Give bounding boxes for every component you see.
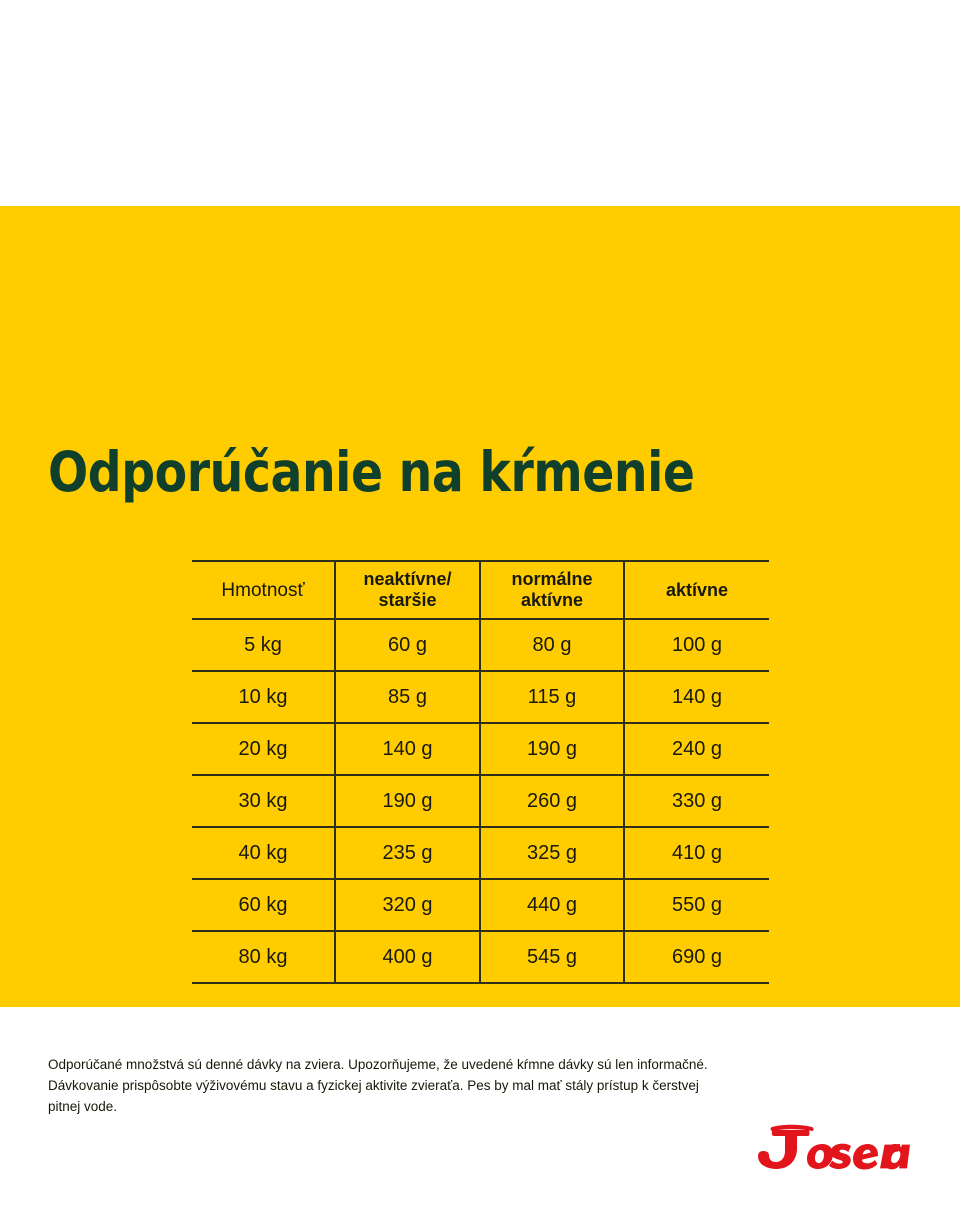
cell-inactive: 140 g — [334, 722, 480, 775]
footnote: Odporúčané množstvá sú denné dávky na zv… — [48, 1054, 848, 1117]
josera-wordmark-icon — [758, 1124, 910, 1170]
cell-normal-active: 190 g — [479, 722, 624, 775]
cell-inactive: 320 g — [334, 878, 480, 931]
footnote-line-1: Odporúčané množstvá sú denné dávky na zv… — [48, 1057, 708, 1072]
feeding-table-wrapper: Hmotnosť neaktívne/ staršie normálne akt… — [192, 560, 769, 984]
cell-active: 140 g — [623, 670, 769, 723]
column-header-active-label: aktívne — [665, 579, 729, 600]
cell-active: 550 g — [623, 878, 769, 931]
cell-inactive: 85 g — [334, 670, 480, 723]
cell-weight: 40 kg — [192, 826, 335, 879]
table-header-row: Hmotnosť neaktívne/ staršie normálne akt… — [192, 560, 769, 619]
table-row: 60 kg 320 g 440 g 550 g — [192, 878, 769, 931]
table-row: 30 kg 190 g 260 g 330 g — [192, 774, 769, 827]
cell-weight: 30 kg — [192, 774, 335, 827]
feeding-table: Hmotnosť neaktívne/ staršie normálne akt… — [192, 560, 769, 984]
table-row: 20 kg 140 g 190 g 240 g — [192, 722, 769, 775]
cell-inactive: 400 g — [334, 930, 480, 984]
table-row: 80 kg 400 g 545 g 690 g — [192, 930, 769, 984]
cell-weight: 60 kg — [192, 878, 335, 931]
footnote-line-3: pitnej vode. — [48, 1099, 118, 1114]
column-header-weight-label: Hmotnosť — [221, 579, 305, 601]
cell-active: 690 g — [623, 930, 769, 984]
cell-normal-active: 80 g — [479, 618, 624, 671]
cell-active: 240 g — [623, 722, 769, 775]
column-header-inactive: neaktívne/ staršie — [334, 560, 480, 619]
josera-logo — [752, 1122, 912, 1176]
column-header-normal-active-line1: normálne — [511, 569, 593, 589]
table-row: 10 kg 85 g 115 g 140 g — [192, 670, 769, 723]
cell-weight: 10 kg — [192, 670, 335, 723]
cell-normal-active: 440 g — [479, 878, 624, 931]
table-row: 5 kg 60 g 80 g 100 g — [192, 618, 769, 671]
column-header-weight: Hmotnosť — [192, 560, 335, 619]
column-header-normal-active: normálne aktívne — [479, 560, 624, 619]
cell-active: 410 g — [623, 826, 769, 879]
column-header-inactive-line2: staršie — [378, 590, 437, 610]
yellow-panel: Odporúčanie na kŕmenie Hmotnosť neaktívn… — [0, 206, 960, 1170]
cell-normal-active: 325 g — [479, 826, 624, 879]
table-body: 5 kg 60 g 80 g 100 g 10 kg 85 g 115 g 14… — [192, 618, 769, 984]
cell-active: 330 g — [623, 774, 769, 827]
cell-inactive: 60 g — [334, 618, 480, 671]
cell-weight: 20 kg — [192, 722, 335, 775]
column-header-active: aktívne — [623, 560, 769, 619]
cell-normal-active: 115 g — [479, 670, 624, 723]
column-header-normal-active-line2: aktívne — [520, 590, 584, 610]
footnote-line-2: Dávkovanie prispôsobte výživovému stavu … — [48, 1078, 699, 1093]
column-header-inactive-line1: neaktívne/ — [363, 569, 452, 589]
cell-normal-active: 545 g — [479, 930, 624, 984]
page-title: Odporúčanie na kŕmenie — [48, 440, 695, 504]
cell-normal-active: 260 g — [479, 774, 624, 827]
cell-inactive: 235 g — [334, 826, 480, 879]
cell-active: 100 g — [623, 618, 769, 671]
table-header: Hmotnosť neaktívne/ staršie normálne akt… — [192, 560, 769, 619]
cell-inactive: 190 g — [334, 774, 480, 827]
cell-weight: 5 kg — [192, 618, 335, 671]
cell-weight: 80 kg — [192, 930, 335, 984]
table-row: 40 kg 235 g 325 g 410 g — [192, 826, 769, 879]
